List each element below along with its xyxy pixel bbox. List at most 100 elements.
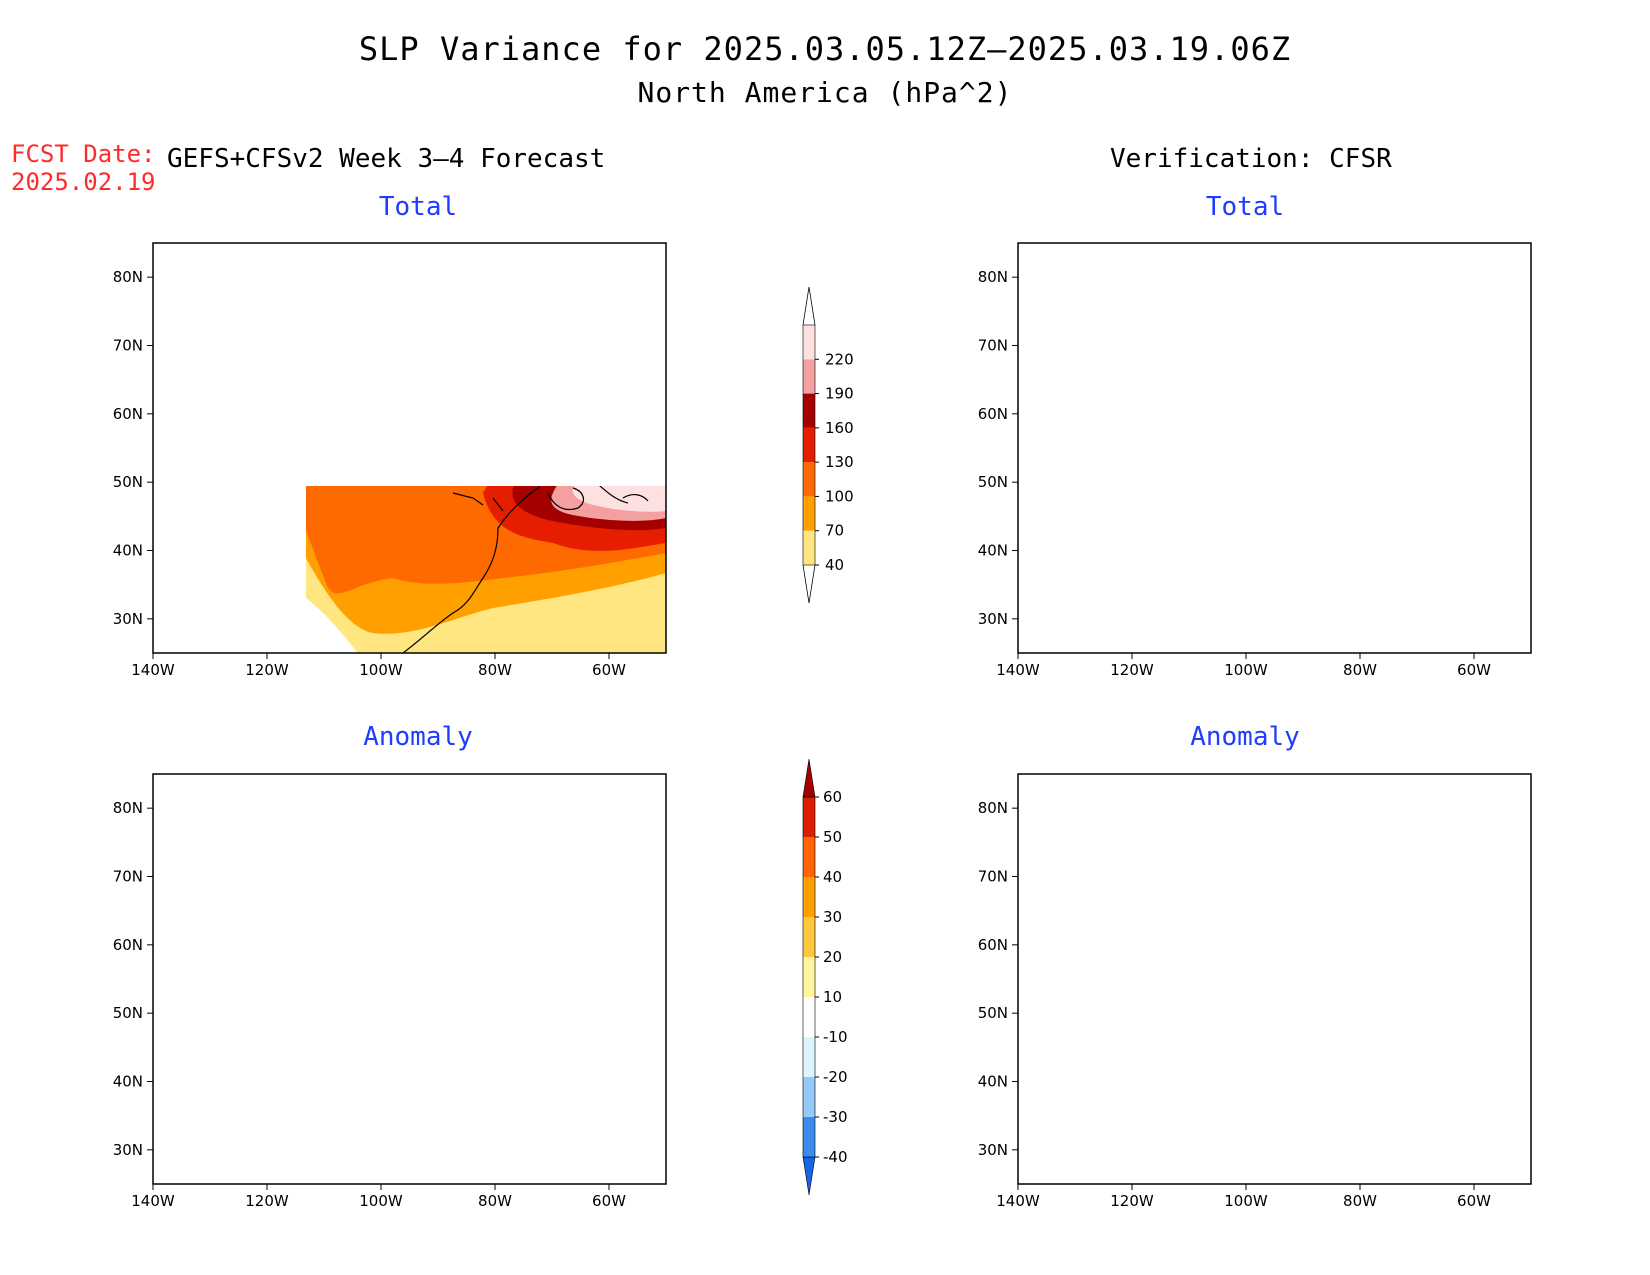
lon-tick-label: 140W (131, 1192, 175, 1210)
lon-tick-label: 60W (592, 1192, 626, 1210)
lon-tick-label: 60W (592, 661, 626, 679)
colorbar-swatch (803, 1117, 815, 1157)
colorbar-level-label: 60 (823, 788, 842, 806)
contour-10 (1018, 1034, 1354, 1184)
contour-neg10 (153, 784, 666, 930)
coastlines (1018, 263, 1513, 653)
colorbar-level-label: 20 (823, 948, 842, 966)
contour-40 (509, 952, 666, 1069)
lon-tick-label: 80W (478, 1192, 512, 1210)
contour-190 (1415, 385, 1496, 453)
colorbar-swatch (803, 530, 815, 565)
contour-neg40 (1018, 856, 1278, 1007)
lon-tick-label: 140W (996, 661, 1040, 679)
coastlines (1018, 794, 1513, 1184)
lon-tick-label: 100W (1224, 661, 1268, 679)
colorbar-swatch (803, 359, 815, 394)
colorbar-swatch (803, 427, 815, 463)
contour-100 (1157, 283, 1531, 545)
lat-tick-label: 80N (978, 268, 1008, 286)
lat-tick-label: 70N (978, 868, 1008, 886)
panel-title-verification-total: Total (1205, 192, 1285, 222)
lat-tick-label: 30N (978, 610, 1008, 628)
contour-60 (1151, 1070, 1250, 1098)
colorbar-swatch (803, 496, 815, 531)
colorbar-level-label: 100 (825, 487, 854, 505)
colorbar-level-label: 40 (823, 868, 842, 886)
panel-title-verification-anomaly: Anomaly (1190, 722, 1300, 752)
map-axes: 140W 120W 100W 80W 60W 80N 70N 60N 50N 40N 30N 140W… (113, 268, 1491, 1210)
lat-tick-label: 60N (978, 405, 1008, 423)
map-panel-forecast-total (152, 242, 667, 654)
lat-tick-label: 80N (113, 268, 143, 286)
lon-tick-label: 80W (478, 661, 512, 679)
lon-tick-label: 140W (996, 1192, 1040, 1210)
lat-tick-label: 60N (113, 936, 143, 954)
lon-tick-label: 120W (1110, 1192, 1154, 1210)
lat-tick-label: 40N (113, 1073, 143, 1091)
lat-tick-label: 70N (113, 337, 143, 355)
colorbar-level-label: 160 (825, 419, 854, 437)
contour-neg20 (443, 883, 530, 930)
colorbar-swatch (803, 837, 815, 877)
lon-tick-label: 120W (245, 1192, 289, 1210)
lat-tick-label: 40N (978, 1073, 1008, 1091)
forecast-date-value: 2025.02.19 (11, 168, 156, 196)
lat-tick-label: 50N (978, 473, 1008, 491)
lon-tick-label: 120W (1110, 661, 1154, 679)
colorbar-swatch (803, 462, 815, 497)
lat-tick-label: 50N (113, 473, 143, 491)
lat-tick-label: 70N (113, 868, 143, 886)
contour-220 (572, 486, 666, 512)
panel-title-forecast-total: Total (378, 192, 458, 222)
lon-tick-label: 60W (1457, 1192, 1491, 1210)
contour-130 (1307, 328, 1531, 485)
contour-20 (1034, 1044, 1333, 1176)
contour-30 (471, 939, 666, 1084)
lon-tick-label: 100W (1224, 1192, 1268, 1210)
colorbar-swatch (802, 1156, 816, 1196)
lat-tick-label: 50N (978, 1004, 1008, 1022)
coastlines (402, 486, 649, 654)
colorbar-level-label: 30 (823, 908, 842, 926)
lon-tick-label: 140W (131, 661, 175, 679)
lon-tick-label: 60W (1457, 661, 1491, 679)
contour-below-40 (372, 300, 507, 377)
contour-100 (306, 486, 666, 594)
contour-70 (1125, 261, 1531, 603)
coastlines (153, 794, 648, 1184)
lat-tick-label: 30N (978, 1141, 1008, 1159)
lat-tick-label: 80N (113, 799, 143, 817)
lat-tick-label: 70N (978, 337, 1008, 355)
colorbar-level-label: -30 (823, 1108, 848, 1126)
colorbar-level-label: 40 (825, 556, 844, 574)
lat-tick-label: 30N (113, 1141, 143, 1159)
colorbar-anomaly: -40 -30 -20 -10 10 20 30 40 50 60 (802, 758, 848, 1196)
lon-tick-label: 80W (1343, 1192, 1377, 1210)
colorbar-swatch (803, 393, 815, 428)
colorbar-swatch (803, 1037, 815, 1077)
colorbar-swatch (803, 325, 815, 360)
lat-tick-label: 60N (113, 405, 143, 423)
lat-tick-label: 40N (113, 542, 143, 560)
colorbar-swatch (803, 997, 815, 1037)
contour-30 (1103, 1053, 1307, 1120)
lat-tick-label: 30N (113, 610, 143, 628)
colorbar-level-label: -40 (823, 1148, 848, 1166)
lat-tick-label: 40N (978, 542, 1008, 560)
colorbar-level-label: 70 (825, 522, 844, 540)
contour-220 (1431, 398, 1485, 443)
contour-160 (1396, 363, 1514, 469)
contour-40 (1018, 258, 1531, 653)
colorbar-level-label: 190 (825, 385, 854, 403)
map-panel-verification-anomaly (1017, 773, 1532, 1185)
contour-50 (1138, 1063, 1263, 1102)
colorbar-level-label: 10 (823, 988, 842, 1006)
contour-40 (1117, 1056, 1287, 1109)
lon-tick-label: 120W (245, 661, 289, 679)
verification-column-header: Verification: CFSR (1110, 144, 1392, 174)
colorbar-swatch (803, 877, 815, 917)
chart-subtitle: North America (hPa^2) (637, 76, 1013, 109)
colorbar-level-label: 50 (823, 828, 842, 846)
